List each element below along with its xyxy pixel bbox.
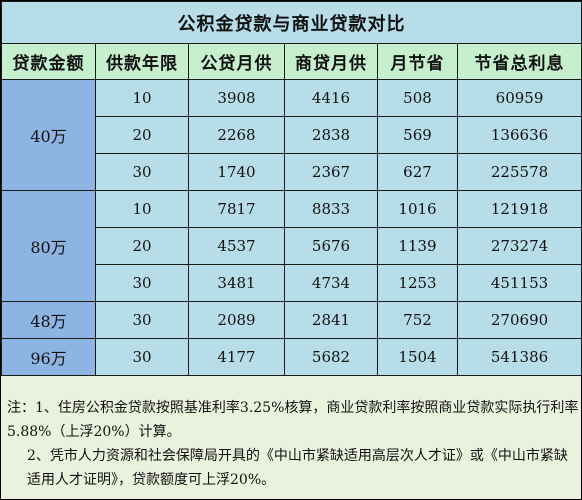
- header-biz-monthly: 商贷月供: [284, 43, 378, 80]
- amount-cell: 80万: [1, 190, 96, 302]
- table-row: 30 1740 2367 627 225578: [2, 153, 582, 191]
- total-saving-cell: 225578: [456, 153, 582, 191]
- header-row: 贷款金额 供款年限 公贷月供 商贷月供 月节省 节省总利息: [1, 43, 582, 80]
- monthly-saving-cell: 1504: [377, 338, 458, 376]
- total-saving-cell: 270690: [456, 301, 582, 339]
- term-cell: 30: [95, 301, 189, 339]
- table-row: 20 4537 5676 1139 273274: [2, 227, 582, 265]
- header-loan-amount: 贷款金额: [1, 43, 96, 80]
- gjj-monthly-cell: 4537: [188, 227, 285, 265]
- header-total-interest-saving: 节省总利息: [456, 43, 582, 80]
- biz-monthly-cell: 2367: [284, 153, 378, 191]
- monthly-saving-cell: 1016: [377, 190, 458, 228]
- gjj-monthly-cell: 7817: [188, 190, 285, 228]
- term-cell: 30: [95, 153, 189, 191]
- note-2: 2、凭市人力资源和社会保障局开具的《中山市紧缺适用高层次人才证》或《中山市紧缺适…: [27, 448, 568, 488]
- header-monthly-saving: 月节省: [377, 43, 458, 80]
- gjj-monthly-cell: 1740: [188, 153, 285, 191]
- gjj-monthly-cell: 4177: [188, 338, 285, 376]
- amount-cell: 48万: [1, 301, 96, 339]
- monthly-saving-cell: 627: [377, 153, 458, 191]
- total-saving-cell: 136636: [456, 116, 582, 154]
- table-row: 40万 10 3908 4416 508 60959: [1, 79, 582, 191]
- biz-monthly-cell: 4734: [284, 264, 378, 302]
- table-row: 96万 30 4177 5682 1504 541386: [1, 338, 582, 376]
- biz-monthly-cell: 8833: [284, 190, 378, 228]
- gjj-monthly-cell: 2089: [188, 301, 285, 339]
- total-saving-cell: 60959: [456, 79, 582, 117]
- term-cell: 20: [95, 116, 189, 154]
- total-saving-cell: 541386: [456, 338, 582, 376]
- biz-monthly-cell: 2841: [284, 301, 378, 339]
- amount-cell: 40万: [1, 79, 96, 191]
- term-cell: 30: [95, 264, 189, 302]
- table-row: 20 2268 2838 569 136636: [2, 116, 582, 154]
- monthly-saving-cell: 752: [377, 301, 458, 339]
- monthly-saving-cell: 1253: [377, 264, 458, 302]
- table-row: 48万 30 2089 2841 752 270690: [1, 301, 582, 339]
- total-saving-cell: 451153: [456, 264, 582, 302]
- total-saving-cell: 273274: [456, 227, 582, 265]
- header-term-years: 供款年限: [95, 43, 189, 80]
- gjj-monthly-cell: 2268: [188, 116, 285, 154]
- biz-monthly-cell: 2838: [284, 116, 378, 154]
- biz-monthly-cell: 4416: [284, 79, 378, 117]
- table-title: 公积金贷款与商业贷款对比: [0, 1, 582, 44]
- monthly-saving-cell: 569: [377, 116, 458, 154]
- monthly-saving-cell: 508: [377, 79, 458, 117]
- header-gjj-monthly: 公贷月供: [188, 43, 285, 80]
- notes-section: 注：1、住房公积金贷款按照基准利率3.25%核算，商业贷款利率按照商业贷款实际执…: [7, 396, 579, 492]
- note-1: 注：1、住房公积金贷款按照基准利率3.25%核算，商业贷款利率按照商业贷款实际执…: [7, 400, 579, 440]
- term-cell: 30: [95, 338, 189, 376]
- biz-monthly-cell: 5682: [284, 338, 378, 376]
- table-row: 30 3481 4734 1253 451153: [2, 264, 582, 302]
- amount-cell: 96万: [1, 338, 96, 376]
- biz-monthly-cell: 5676: [284, 227, 378, 265]
- gjj-monthly-cell: 3481: [188, 264, 285, 302]
- term-cell: 10: [95, 79, 189, 117]
- term-cell: 10: [95, 190, 189, 228]
- table-row: 80万 10 7817 8833 1016 121918: [1, 190, 582, 302]
- term-cell: 20: [95, 227, 189, 265]
- loan-comparison-table: 公积金贷款与商业贷款对比 贷款金额 供款年限 公贷月供 商贷月供 月节省 节省总…: [0, 1, 582, 376]
- total-saving-cell: 121918: [456, 190, 582, 228]
- gjj-monthly-cell: 3908: [188, 79, 285, 117]
- monthly-saving-cell: 1139: [377, 227, 458, 265]
